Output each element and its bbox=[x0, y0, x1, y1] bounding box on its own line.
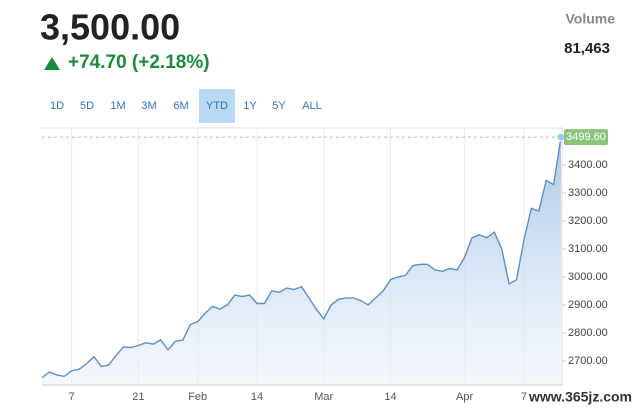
price-change: +74.70 (+2.18%) bbox=[68, 52, 210, 73]
range-button[interactable]: 1Y bbox=[243, 100, 257, 112]
y-tick-label: 2700.00 bbox=[568, 355, 608, 367]
plot: 7 21 Feb 14 Mar 14 Apr 7 2700.00 2800.00 2900.00 30… bbox=[41, 127, 608, 403]
x-tick-label: Apr bbox=[456, 391, 473, 403]
x-tick-label: 14 bbox=[384, 391, 396, 403]
y-tick-label: 3100.00 bbox=[568, 243, 608, 255]
y-tick-label: 2800.00 bbox=[568, 327, 608, 339]
last-point bbox=[556, 132, 566, 142]
price-line bbox=[41, 136, 562, 379]
range-button[interactable]: 3M bbox=[141, 100, 156, 112]
y-tick-label: 3300.00 bbox=[568, 187, 608, 199]
x-tick-label: 7 bbox=[521, 391, 527, 403]
x-tick-label: Feb bbox=[188, 391, 207, 403]
range-button[interactable]: 6M bbox=[173, 100, 188, 112]
range-selector: 1D 5D 1M 3M 6M YTD 1Y 5Y ALL bbox=[50, 89, 322, 123]
range-button[interactable]: ALL bbox=[302, 100, 322, 112]
last-price-badge bbox=[564, 129, 608, 146]
volume-label: Volume bbox=[565, 11, 615, 27]
range-button[interactable]: 1M bbox=[110, 100, 125, 112]
volume: 81,463 bbox=[564, 40, 610, 57]
x-tick-label: 7 bbox=[69, 391, 75, 403]
range-button[interactable]: 5Y bbox=[272, 100, 286, 112]
y-tick-label: 3200.00 bbox=[568, 215, 608, 227]
price: 3,500.00 bbox=[40, 7, 180, 48]
y-tick-label: 3400.00 bbox=[568, 159, 608, 171]
y-tick-label: 2900.00 bbox=[568, 299, 608, 311]
up-arrow bbox=[44, 57, 60, 70]
range-button[interactable]: YTD bbox=[206, 100, 228, 112]
x-tick-label: 14 bbox=[251, 391, 263, 403]
y-tick-label: 3000.00 bbox=[568, 271, 608, 283]
x-tick-label: 21 bbox=[132, 391, 144, 403]
x-tick-label: Mar bbox=[314, 391, 333, 403]
range-button[interactable]: 5D bbox=[80, 100, 94, 112]
last-price-label: 3499.60 bbox=[566, 131, 606, 143]
range-button[interactable]: 1D bbox=[50, 100, 64, 112]
range-selected-bg bbox=[199, 89, 235, 123]
area-fill bbox=[42, 137, 561, 385]
watermark: www.365jz.com bbox=[528, 389, 632, 405]
